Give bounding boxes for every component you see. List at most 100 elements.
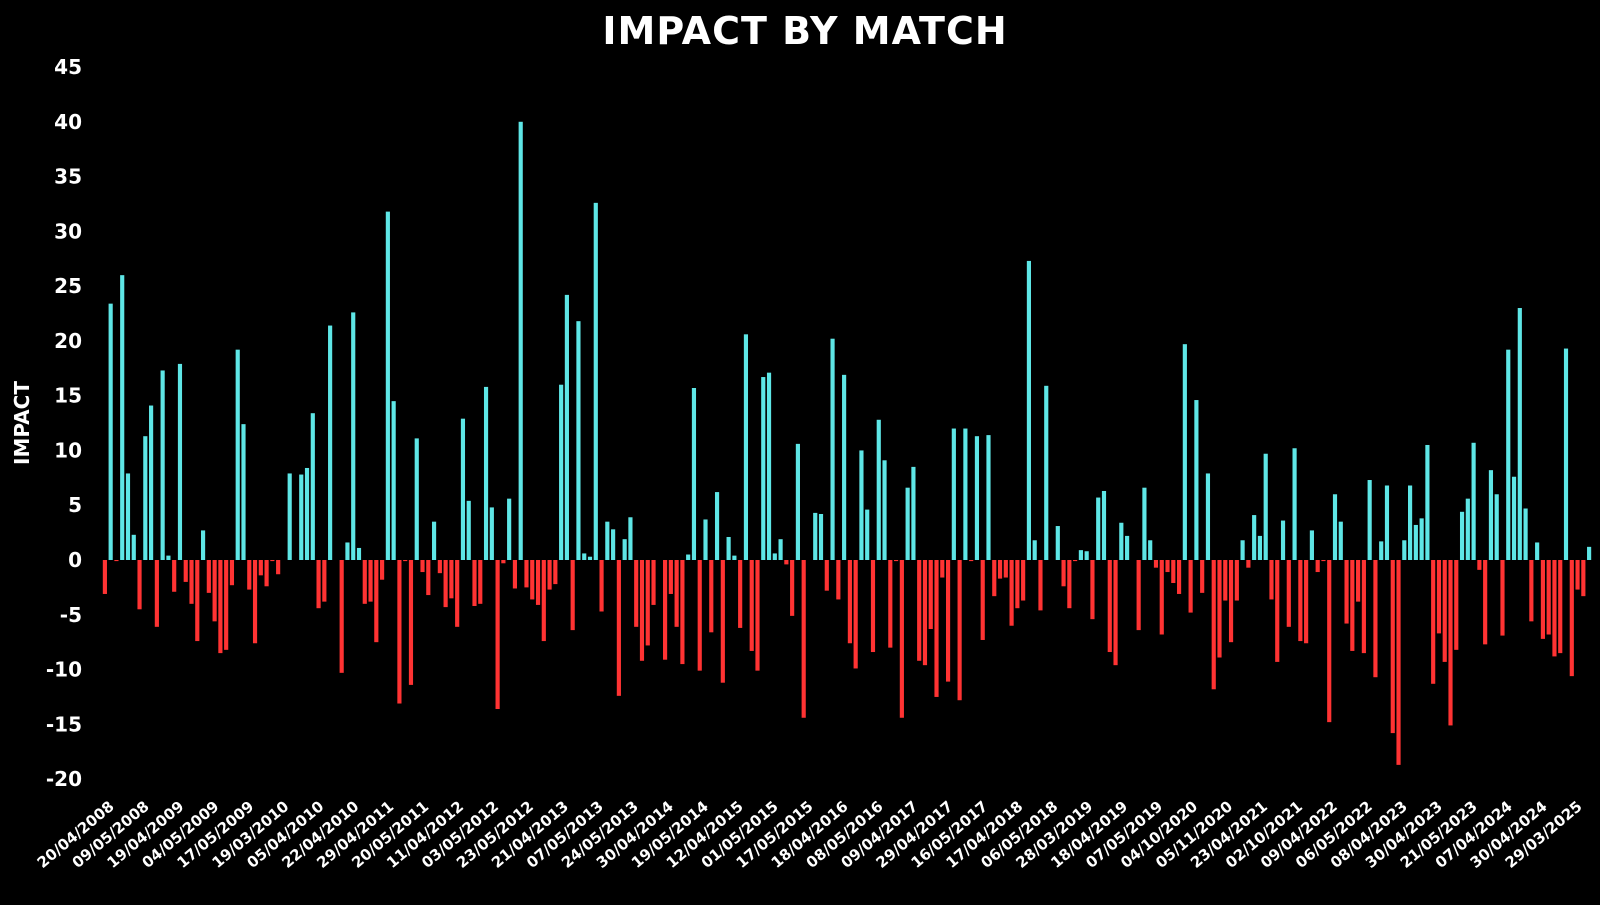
y-tick-label: 25	[54, 274, 82, 298]
bar	[102, 560, 107, 594]
bar	[541, 560, 546, 642]
bar	[1361, 560, 1366, 654]
bar	[149, 405, 154, 560]
bar	[1546, 560, 1551, 635]
bar	[287, 473, 292, 560]
bar	[772, 553, 777, 560]
bar	[1107, 560, 1112, 653]
bar	[570, 560, 575, 631]
y-axis-label: IMPACT	[10, 381, 34, 465]
bar	[466, 500, 471, 560]
bar	[270, 560, 275, 562]
bar	[934, 560, 939, 697]
bar	[726, 536, 731, 560]
y-tick-label: -15	[46, 712, 82, 736]
y-tick-label: 30	[54, 219, 82, 243]
bar	[761, 377, 766, 560]
bar	[177, 363, 183, 560]
bar	[1384, 485, 1390, 560]
y-tick-label: 20	[54, 329, 82, 353]
bar	[460, 418, 466, 560]
bar	[229, 560, 235, 586]
bar	[518, 121, 523, 560]
bar	[385, 211, 390, 561]
bar	[1327, 560, 1332, 723]
bar	[697, 560, 702, 671]
bar	[628, 517, 633, 560]
bar	[137, 560, 142, 610]
bar	[1205, 473, 1211, 560]
bar	[304, 467, 310, 560]
bar	[1471, 442, 1476, 560]
bar	[992, 560, 997, 597]
bar	[1298, 560, 1303, 642]
bar	[1367, 480, 1372, 560]
bar	[1228, 560, 1234, 643]
bar	[749, 560, 754, 651]
bar	[108, 303, 113, 560]
bar	[1488, 470, 1494, 560]
bar	[951, 428, 956, 560]
y-tick-label: -20	[46, 767, 82, 791]
bar	[876, 419, 881, 560]
bar	[1448, 560, 1453, 726]
bar	[1032, 540, 1037, 560]
bar	[524, 560, 529, 588]
bar	[795, 443, 800, 560]
bar	[1200, 560, 1205, 593]
bar	[374, 560, 379, 643]
bar	[1436, 560, 1442, 634]
bar	[455, 560, 460, 627]
bar	[1194, 400, 1199, 560]
bar	[1587, 546, 1592, 560]
bar	[1015, 560, 1020, 609]
bar	[1402, 540, 1407, 560]
y-tick-label: 15	[54, 384, 82, 408]
y-tick-label: 5	[68, 493, 82, 517]
bar	[714, 492, 720, 560]
bar	[686, 554, 691, 560]
bar	[339, 560, 344, 673]
bar	[483, 386, 489, 560]
bar	[1459, 511, 1465, 560]
bar	[1211, 560, 1216, 690]
bar	[1009, 560, 1014, 626]
bar	[622, 539, 627, 560]
bar	[1465, 498, 1470, 560]
bar	[766, 372, 772, 560]
bar	[1552, 560, 1557, 657]
bar	[836, 560, 841, 600]
bar	[1044, 385, 1049, 560]
bar	[1413, 524, 1418, 560]
bar	[1581, 560, 1586, 597]
bar	[801, 560, 806, 718]
bar	[928, 560, 933, 630]
bar	[1003, 560, 1008, 578]
bar	[154, 560, 159, 627]
bar	[980, 560, 985, 640]
bar	[917, 560, 922, 661]
bar	[784, 560, 789, 565]
y-tick-label: -10	[46, 658, 82, 682]
bar	[472, 560, 477, 607]
bar	[1026, 260, 1031, 560]
bar	[426, 560, 431, 596]
bar	[582, 553, 587, 560]
bar	[1500, 560, 1505, 636]
bar	[1350, 560, 1355, 651]
bar	[1125, 535, 1130, 560]
bar	[1286, 560, 1291, 627]
bar	[224, 560, 229, 650]
bar	[1425, 444, 1430, 560]
y-tick-label: 10	[54, 438, 82, 462]
bar	[853, 560, 858, 669]
bar	[166, 555, 171, 560]
bar	[1517, 308, 1522, 560]
bar	[310, 413, 315, 560]
bar	[865, 509, 870, 560]
bar	[778, 539, 783, 560]
bar	[195, 560, 200, 642]
bar	[299, 474, 304, 560]
bar	[1523, 508, 1528, 560]
